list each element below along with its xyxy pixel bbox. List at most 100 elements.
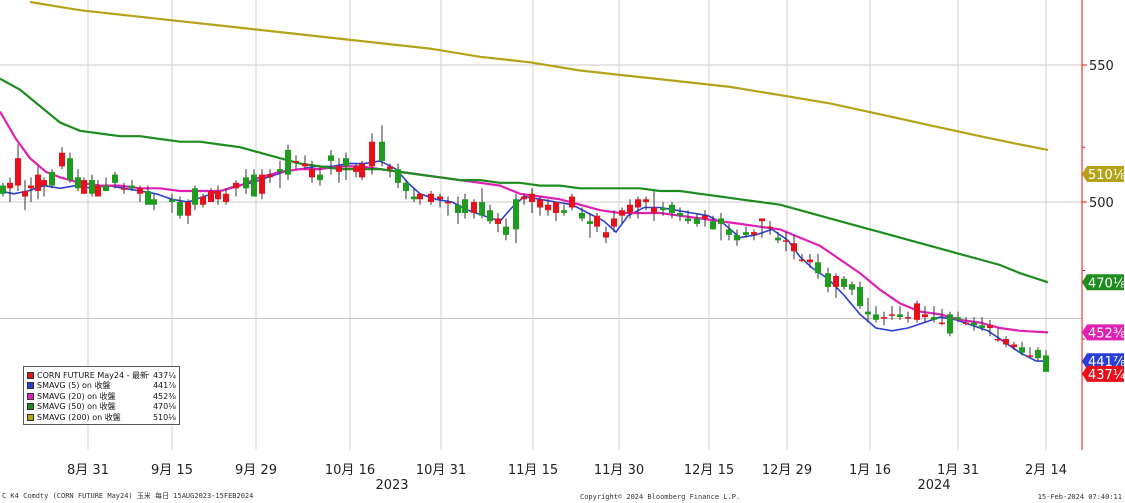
candle-body (103, 185, 109, 192)
candle-body (643, 199, 649, 202)
candle-body (503, 226, 509, 235)
legend-swatch (27, 403, 34, 411)
legend-label: SMAVG (200) on 收盤 (37, 412, 121, 422)
candle-body (849, 284, 855, 290)
candle-body (619, 210, 625, 216)
candle-body (669, 204, 675, 213)
candle-body (651, 207, 657, 213)
candle-body (743, 232, 749, 235)
candle-body (579, 212, 585, 219)
candle-body (417, 193, 423, 200)
candle-body (395, 169, 401, 183)
candle-body (455, 204, 461, 213)
candle-body (28, 185, 34, 189)
candle-body (411, 196, 417, 200)
price-tag: 470⅛ (1082, 274, 1125, 291)
ma-line-20 (0, 111, 1049, 334)
candle-body (561, 210, 567, 213)
legend-value: 470⅛ (152, 402, 176, 412)
legend-swatch (27, 371, 34, 379)
candle-body (479, 202, 485, 216)
candle-body (881, 317, 887, 319)
candle-body (169, 199, 175, 202)
candle-body (137, 188, 143, 194)
x-tick-label: 11月 30 (594, 463, 644, 478)
candle-body (387, 166, 393, 170)
candle-body (603, 232, 609, 238)
x-tick-label: 1月 16 (849, 463, 891, 478)
candle-body (537, 199, 543, 208)
candle-body (825, 273, 831, 287)
candle-body (317, 174, 323, 181)
candle-body (734, 234, 740, 241)
candle-body (922, 314, 928, 318)
candle-body (495, 218, 501, 224)
x-tick-label: 9月 29 (235, 463, 277, 478)
candle-body (243, 177, 249, 189)
x-tick-label: 1月 31 (937, 463, 979, 478)
candle-body (660, 207, 666, 211)
candle-body (545, 204, 551, 211)
candle-body (293, 160, 299, 163)
candle-body (635, 199, 641, 208)
candle-body (41, 180, 47, 186)
legend-value: 437¼ (152, 370, 176, 380)
candle-body (185, 202, 191, 216)
candle-body (353, 166, 359, 172)
x-tick-label: 9月 15 (151, 463, 193, 478)
candle-body (192, 188, 198, 205)
year-label: 2024 (917, 478, 950, 493)
candle-body (718, 218, 724, 224)
candle-body (759, 218, 765, 222)
candle-body (521, 196, 527, 200)
candle-body (710, 221, 716, 230)
candle-body (677, 212, 683, 216)
legend-label: SMAVG (20) on 收盤 (37, 391, 116, 401)
candle-body (471, 202, 477, 213)
candle-body (487, 210, 493, 222)
legend-item: SMAVG (20) on 收盤 452⅜ (27, 391, 176, 402)
candle-body (815, 262, 821, 274)
candle-body (15, 158, 21, 186)
ma-line-5 (0, 160, 1049, 362)
candle-body (267, 174, 273, 178)
candle-body (445, 202, 451, 204)
candle-body (129, 185, 135, 189)
price-tag: 437¼ (1082, 365, 1125, 383)
candle-body (914, 303, 920, 320)
ma-line-50 (0, 77, 1049, 284)
candle-body (807, 259, 813, 263)
candle-body (889, 314, 895, 316)
x-tick-label: 10月 31 (416, 463, 466, 478)
x-tick-label: 8月 31 (67, 463, 109, 478)
x-tick-label: 12月 29 (762, 463, 812, 478)
candle-body (112, 174, 118, 183)
footer-copyright: Copyright© 2024 Bloomberg Finance L.P. (580, 493, 741, 501)
candle-body (702, 215, 708, 219)
candle-body (955, 317, 961, 320)
candle-body (223, 193, 229, 202)
candle-body (277, 169, 283, 172)
candle-body (1019, 347, 1025, 353)
candle-body (939, 322, 945, 325)
legend-item: SMAVG (200) on 收盤 510⅛ (27, 412, 176, 423)
candle-body (685, 218, 691, 222)
candle-body (799, 259, 805, 262)
candle-body (328, 155, 334, 161)
legend-label: SMAVG (50) on 收盤 (37, 402, 116, 412)
candle-body (285, 149, 291, 175)
candle-body (302, 163, 308, 167)
legend-value: 452⅜ (152, 391, 176, 401)
candle-body (369, 141, 375, 167)
legend-swatch (27, 413, 34, 421)
candle-body (995, 339, 1001, 341)
candle-body (336, 166, 342, 172)
candle-body (865, 311, 871, 315)
candle-body (947, 314, 953, 334)
candle-body (309, 169, 315, 178)
candle-body (343, 158, 349, 167)
candle-body (233, 182, 239, 189)
candle-body (121, 188, 127, 190)
candle-body (553, 202, 559, 213)
